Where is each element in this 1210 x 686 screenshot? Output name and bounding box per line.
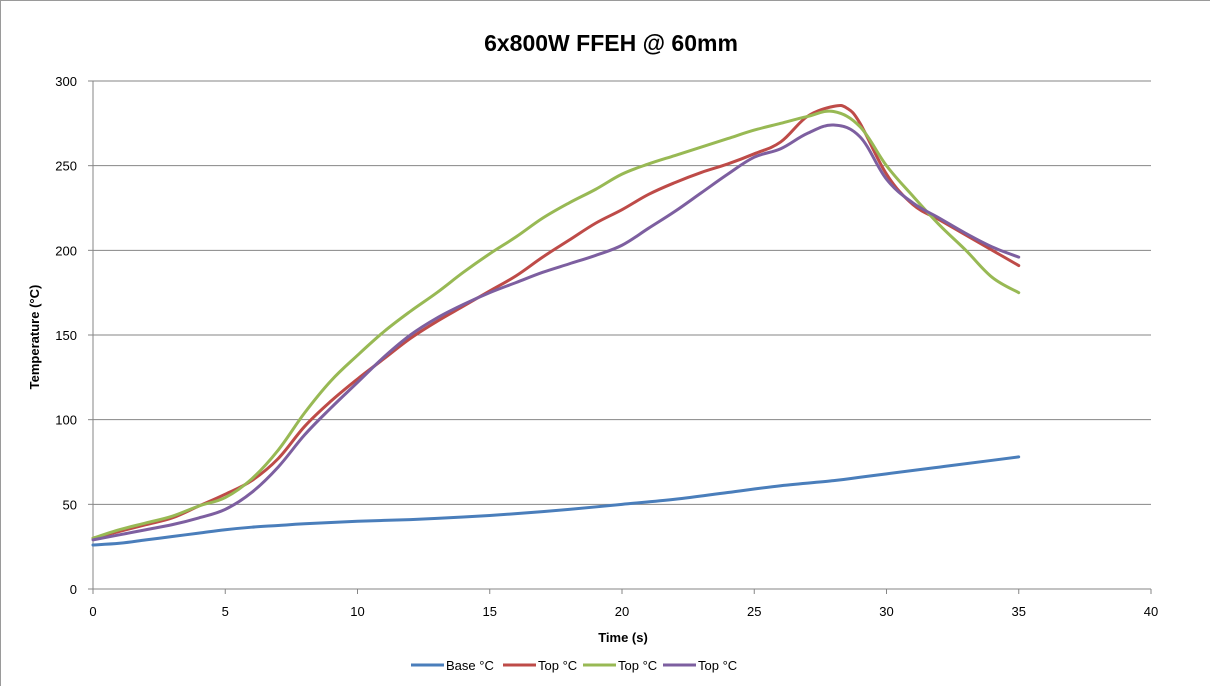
x-tick-label-4: 20 — [615, 604, 629, 619]
x-tick-label-0: 0 — [89, 604, 96, 619]
y-axis-tick-labels: 0 50 100 150 200 250 300 — [55, 74, 77, 597]
chart-title: 6x800W FFEH @ 60mm — [484, 30, 738, 56]
axes — [88, 80, 1152, 594]
x-tick-label-6: 30 — [879, 604, 893, 619]
y-tick-label-2: 100 — [55, 413, 77, 428]
x-tick-label-3: 15 — [483, 604, 497, 619]
series-line-0 — [91, 455, 1021, 547]
series-line-3 — [91, 123, 1021, 542]
legend-label-2: Top °C — [618, 658, 657, 673]
series-lines — [91, 103, 1021, 547]
x-tick-label-7: 35 — [1012, 604, 1026, 619]
y-tick-label-1: 50 — [63, 497, 77, 512]
x-axis-title: Time (s) — [598, 630, 648, 645]
y-tick-label-4: 200 — [55, 243, 77, 258]
legend-label-1: Top °C — [538, 658, 577, 673]
y-tick-label-6: 300 — [55, 74, 77, 89]
legend-label-0: Base °C — [446, 658, 494, 673]
x-tick-label-5: 25 — [747, 604, 761, 619]
series-line-2 — [91, 109, 1021, 540]
y-tick-label-3: 150 — [55, 328, 77, 343]
y-axis-title: Temperature (°C) — [27, 285, 42, 390]
legend: Base °C Top °C Top °C Top °C — [411, 658, 737, 673]
gridlines — [93, 80, 1151, 505]
y-tick-label-5: 250 — [55, 159, 77, 174]
x-axis-tick-labels: 0 5 10 15 20 25 30 35 40 — [89, 604, 1158, 619]
y-tick-label-0: 0 — [70, 582, 77, 597]
x-tick-label-1: 5 — [222, 604, 229, 619]
x-tick-label-8: 40 — [1144, 604, 1158, 619]
x-tick-label-2: 10 — [350, 604, 364, 619]
legend-label-3: Top °C — [698, 658, 737, 673]
